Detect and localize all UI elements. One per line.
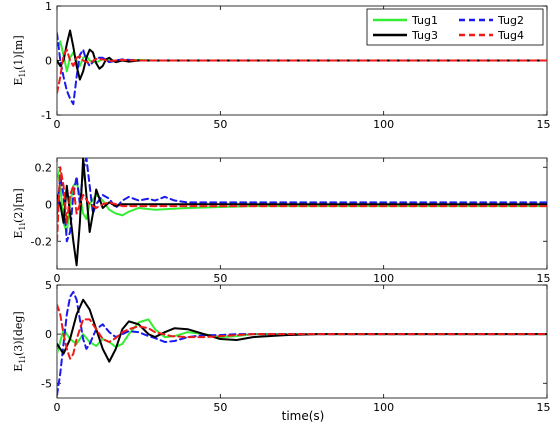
y-axis-label-rest: (3)[deg] [12, 311, 25, 356]
y-axis-label-main: E [12, 231, 25, 239]
series-line-tug4 [57, 48, 547, 95]
legend-label-tug4: Tug4 [497, 29, 524, 42]
x-tick-label: 50 [213, 118, 227, 131]
y-axis-label-rest: (1)[m] [12, 35, 25, 70]
series-group [57, 290, 547, 397]
panel-2: 0 50 100 150 -0.2 0 0.2 E1i(2)[m] [12, 157, 550, 285]
x-tick-label: 150 [537, 272, 550, 285]
legend-box [366, 8, 544, 46]
series-line-tug3 [57, 158, 547, 267]
y-tick-label: 5 [45, 279, 52, 292]
y-tick-label: 0.2 [35, 161, 53, 174]
x-tick-label: 100 [373, 272, 394, 285]
y-tick-label: 1 [45, 0, 52, 13]
legend-label-tug3: Tug3 [411, 29, 438, 42]
plot-area [56, 284, 548, 399]
series-line-tug4 [57, 303, 547, 360]
x-tick-label: 0 [54, 272, 61, 285]
x-tick-label: 50 [213, 401, 227, 414]
x-tick-label: 0 [54, 401, 61, 414]
series-line-tug2 [57, 290, 547, 397]
y-axis-label-main: E [12, 78, 25, 86]
y-axis-label-subscript: 1i [18, 223, 27, 231]
y-tick-label: 0 [45, 55, 52, 68]
plot-area [56, 157, 548, 270]
x-tick-label: 50 [213, 272, 227, 285]
y-axis-label-subscript: 1i [18, 356, 27, 364]
legend-label-tug2: Tug2 [497, 14, 524, 27]
series-line-tug3 [57, 298, 547, 363]
y-axis-label-rest: (2)[m] [12, 188, 25, 223]
series-line-tug4 [57, 166, 547, 243]
y-tick-label: -0.2 [31, 235, 52, 248]
x-tick-label: 100 [373, 401, 394, 414]
x-tick-label: 150 [537, 401, 550, 414]
y-axis-label: E1i(1)[m] [12, 35, 27, 85]
y-tick-label: -5 [41, 377, 52, 390]
y-axis-label: E1i(2)[m] [12, 188, 27, 238]
x-tick-label: 150 [537, 118, 550, 131]
x-tick-label: 100 [373, 118, 394, 131]
y-axis-label-subscript: 1i [18, 70, 27, 78]
y-axis-label: E1i(3)[deg] [12, 311, 27, 371]
y-tick-label: 0 [45, 328, 52, 341]
y-axis-label-main: E [12, 364, 25, 372]
legend: Tug1 Tug2 Tug3 Tug4 [366, 8, 544, 46]
x-tick-label: 0 [54, 118, 61, 131]
series-line-tug2 [57, 158, 547, 243]
y-tick-label: 0 [45, 198, 52, 211]
x-axis-label: time(s) [282, 409, 325, 423]
series-group [57, 158, 547, 267]
series-group [57, 29, 547, 106]
y-tick-label: -1 [41, 109, 52, 122]
legend-label-tug1: Tug1 [411, 14, 438, 27]
